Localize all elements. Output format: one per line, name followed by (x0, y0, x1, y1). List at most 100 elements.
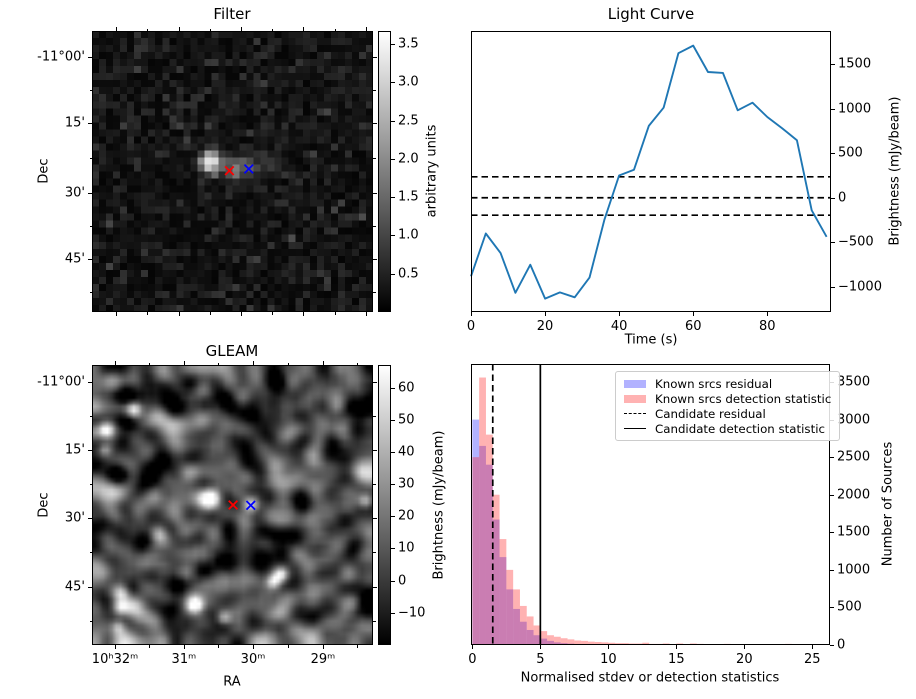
tick-label: 30ᵐ (240, 652, 266, 667)
histogram-bar-detection (533, 625, 541, 645)
tick-mark (253, 645, 254, 649)
tick-mark (89, 621, 92, 623)
histogram-bar-detection (472, 457, 480, 645)
tick-mark (88, 122, 92, 124)
tick-mark (209, 312, 211, 315)
tick-label: 3.5 (398, 36, 419, 52)
tick-mark (831, 287, 835, 288)
tick-mark (391, 387, 395, 389)
tick-mark (619, 312, 621, 316)
tick-mark (373, 450, 377, 452)
tick-mark (373, 157, 376, 159)
histogram-bar-residual (492, 519, 500, 645)
tick-mark (545, 312, 547, 316)
histogram-bar-detection (812, 644, 820, 645)
tick-mark (89, 484, 92, 485)
tick-mark (831, 242, 835, 244)
tick-label: 80 (759, 319, 776, 334)
tick-mark (303, 312, 305, 316)
red-cross-marker (224, 165, 235, 176)
tick-mark (831, 153, 835, 155)
tick-mark (373, 416, 376, 418)
red-cross-marker (228, 500, 238, 510)
tick-mark (391, 197, 395, 199)
tick-label: 1500 (838, 56, 872, 72)
tick-mark (303, 27, 305, 31)
histogram-bar-detection (717, 644, 724, 645)
tick-mark (373, 258, 377, 260)
tick-mark (373, 225, 376, 227)
tick-label: 25 (804, 652, 821, 667)
tick-mark (373, 382, 377, 384)
tick-label: 0.5 (398, 266, 419, 282)
histogram-bar-detection (506, 569, 514, 645)
tick-label: 1000 (838, 101, 872, 117)
filter-title: Filter (213, 5, 251, 23)
tick-mark (322, 645, 324, 649)
legend: Known srcs residual Known srcs detection … (615, 371, 841, 441)
legend-item: Known srcs residual (624, 377, 831, 391)
tick-mark (240, 27, 242, 31)
tick-mark (373, 517, 377, 519)
histogram-bar-detection (547, 635, 554, 645)
tick-label: 29ᵐ (310, 652, 336, 667)
legend-item: Candidate residual (624, 407, 831, 421)
tick-mark (391, 44, 395, 46)
histogram-bar-detection (513, 589, 520, 645)
tick-label: 15 (668, 652, 685, 667)
tick-mark (693, 312, 695, 316)
histogram-bar-residual (506, 589, 514, 645)
light-curve-plot (470, 44, 831, 300)
histogram-bar-residual (519, 621, 527, 645)
light-curve-line (470, 44, 828, 300)
tick-label: 10 (398, 540, 415, 556)
tick-label: 10ʰ32ᵐ (91, 652, 139, 667)
histogram-bar-detection (492, 494, 500, 645)
histogram-bar-detection (479, 377, 486, 645)
tick-mark (178, 312, 180, 316)
histogram-bar-detection (574, 640, 582, 645)
gleam-xlabel: RA (223, 674, 241, 690)
filter-colorbar (378, 31, 391, 312)
tick-label: 1.0 (398, 227, 419, 243)
tick-label: 31ᵐ (171, 652, 197, 667)
tick-mark (830, 532, 834, 534)
histogram-bar-detection (540, 631, 548, 645)
tick-mark (391, 273, 395, 275)
tick-mark (373, 122, 377, 124)
tick-mark (391, 548, 395, 550)
tick-label: 0 (838, 190, 847, 206)
solid-line-swatch (624, 428, 646, 429)
tick-mark (88, 258, 92, 260)
tick-mark (334, 312, 336, 315)
tick-mark (253, 361, 254, 365)
histogram-plot (472, 364, 826, 645)
histogram-bar-detection (560, 638, 568, 645)
tick-mark (391, 516, 395, 518)
histogram-bar-detection (689, 643, 697, 645)
tick-mark (812, 645, 814, 649)
legend-label: Candidate detection statistic (655, 421, 825, 436)
tick-mark (391, 419, 395, 421)
tick-label: 30 (398, 476, 415, 492)
tick-label: 20 (536, 319, 554, 334)
tick-mark (88, 382, 92, 384)
tick-mark (365, 27, 367, 31)
tick-mark (147, 312, 149, 315)
tick-mark (373, 192, 377, 194)
tick-mark (391, 612, 395, 614)
tick-mark (322, 361, 324, 365)
tick-mark (365, 312, 367, 316)
light-curve-xlabel: Time (s) (624, 332, 678, 348)
tick-mark (357, 645, 359, 648)
tick-mark (115, 361, 117, 365)
tick-label: −10 (398, 605, 426, 621)
tick-mark (149, 362, 151, 365)
tick-mark (287, 645, 289, 648)
tick-label: 30' (64, 185, 85, 201)
histogram-bar-residual (472, 419, 480, 645)
tick-mark (391, 120, 395, 122)
histogram-bar-detection (567, 639, 575, 645)
tick-label: 1500 (837, 524, 871, 540)
